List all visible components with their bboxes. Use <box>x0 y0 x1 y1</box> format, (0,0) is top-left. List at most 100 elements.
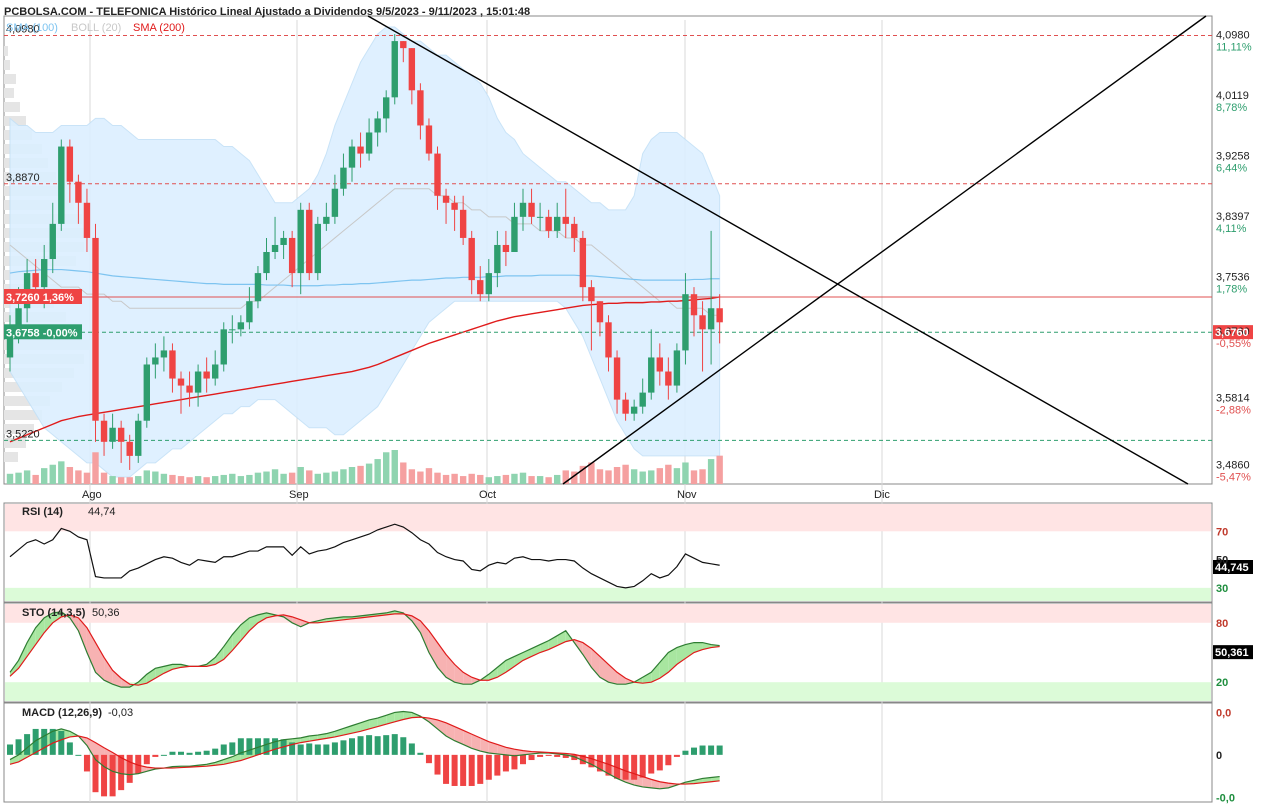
volume-bar <box>331 471 339 484</box>
volume-profile-bar <box>4 396 50 406</box>
macd-histogram-bar <box>673 754 680 757</box>
candle-body <box>83 202 91 238</box>
right-tick-percent: 4,11% <box>1216 223 1247 235</box>
macd-histogram-bar <box>237 738 244 755</box>
volume-bar <box>297 467 304 484</box>
sto-fill-segment <box>249 614 258 631</box>
macd-histogram-bar <box>383 735 390 755</box>
macd-histogram-bar <box>596 754 603 772</box>
candle-body <box>442 195 450 203</box>
macd-fill-segment <box>437 719 447 736</box>
volume-bar <box>357 465 364 484</box>
volume-profile-bar <box>4 60 10 70</box>
candle-body <box>519 202 527 217</box>
candle-body <box>630 406 638 414</box>
candle-body <box>425 125 433 154</box>
volume-bar <box>673 468 681 484</box>
macd-histogram-bar <box>186 752 193 755</box>
sto-fill-segment <box>437 642 447 678</box>
sto-fill-segment <box>505 656 515 673</box>
volume-bar <box>468 473 475 484</box>
volume-bar <box>6 473 14 484</box>
right-tick-label: 3,7536 <box>1216 272 1250 284</box>
volume-bar <box>306 470 313 484</box>
macd-histogram-bar <box>263 738 270 755</box>
macd-histogram-bar <box>699 745 706 755</box>
macd-histogram-bar <box>434 754 441 775</box>
macd-fill-segment <box>463 730 472 749</box>
volume-profile-bar <box>4 410 42 420</box>
volume-bar <box>536 476 544 484</box>
volume-bar <box>451 473 458 484</box>
candle-body <box>374 118 381 133</box>
right-tick-percent: 8,78% <box>1216 102 1247 114</box>
candle-body <box>639 392 646 407</box>
macd-tick-label: -0,0 <box>1216 792 1235 804</box>
macd-fill-segment <box>428 718 438 729</box>
candle-body <box>306 209 313 274</box>
rsi-title: RSI (14) <box>22 506 63 518</box>
volume-bar <box>194 476 202 484</box>
macd-fill-segment <box>480 737 489 753</box>
candle-body <box>331 188 339 217</box>
candle-body <box>271 244 279 252</box>
macd-histogram-bar <box>101 754 108 797</box>
macd-histogram-bar <box>92 754 99 793</box>
legend-sma200: SMA (200) <box>133 22 185 34</box>
candle-body <box>451 202 458 210</box>
macd-histogram-bar <box>75 754 82 756</box>
macd-histogram-bar <box>357 736 364 755</box>
candle-body <box>288 237 296 274</box>
volume-bar <box>280 473 287 484</box>
volume-profile-bar <box>4 102 20 112</box>
rsi-level-label: 70 <box>1216 526 1228 538</box>
sto-fill-segment <box>155 666 164 679</box>
sto-fill-segment <box>266 612 276 618</box>
candle-body <box>323 216 330 224</box>
sto-fill-segment <box>300 619 310 627</box>
right-tick-label: 3,4860 <box>1216 460 1250 472</box>
volume-bar <box>519 472 527 484</box>
volume-bar <box>494 476 501 484</box>
candle-body <box>169 350 176 379</box>
candle-body <box>220 329 227 365</box>
candle-body <box>459 209 467 238</box>
candle-body <box>365 132 373 154</box>
macd-histogram-bar <box>289 742 296 755</box>
macd-histogram-bar <box>66 742 73 755</box>
volume-bar <box>391 450 398 484</box>
macd-histogram-bar <box>32 728 39 755</box>
macd-histogram-bar <box>622 754 629 780</box>
candle-body <box>340 167 347 189</box>
candle-body <box>605 322 612 358</box>
macd-fill-segment <box>454 726 464 745</box>
right-tick-label: 3,6760 <box>1216 326 1250 338</box>
macd-histogram-bar <box>15 739 22 755</box>
candle-body <box>596 301 604 323</box>
macd-histogram-bar <box>682 750 689 755</box>
volume-bar <box>383 452 390 484</box>
volume-bar <box>323 472 330 484</box>
sto-fill-segment <box>685 642 694 659</box>
volume-bar <box>630 469 638 484</box>
volume-bar <box>135 476 142 484</box>
macd-histogram-bar <box>391 734 398 755</box>
volume-bar <box>271 469 279 484</box>
x-tick-label-oct: Oct <box>479 489 496 501</box>
macd-histogram-bar <box>579 754 586 765</box>
candle-body <box>229 329 236 331</box>
sto-fill-segment <box>121 678 130 688</box>
macd-fill-segment <box>360 719 370 732</box>
candle-body <box>485 273 492 295</box>
legend-sma100: SMA (100) <box>6 22 58 34</box>
macd-histogram-bar <box>477 754 484 784</box>
sto-fill-segment <box>659 652 669 679</box>
macd-histogram-bar <box>528 754 535 761</box>
x-tick-label-ago: Ago <box>82 489 102 501</box>
macd-histogram-bar <box>708 745 715 755</box>
volume-bar <box>32 474 39 484</box>
candle-body <box>528 202 535 217</box>
macd-histogram-bar <box>588 754 595 768</box>
candle-body <box>545 216 552 231</box>
